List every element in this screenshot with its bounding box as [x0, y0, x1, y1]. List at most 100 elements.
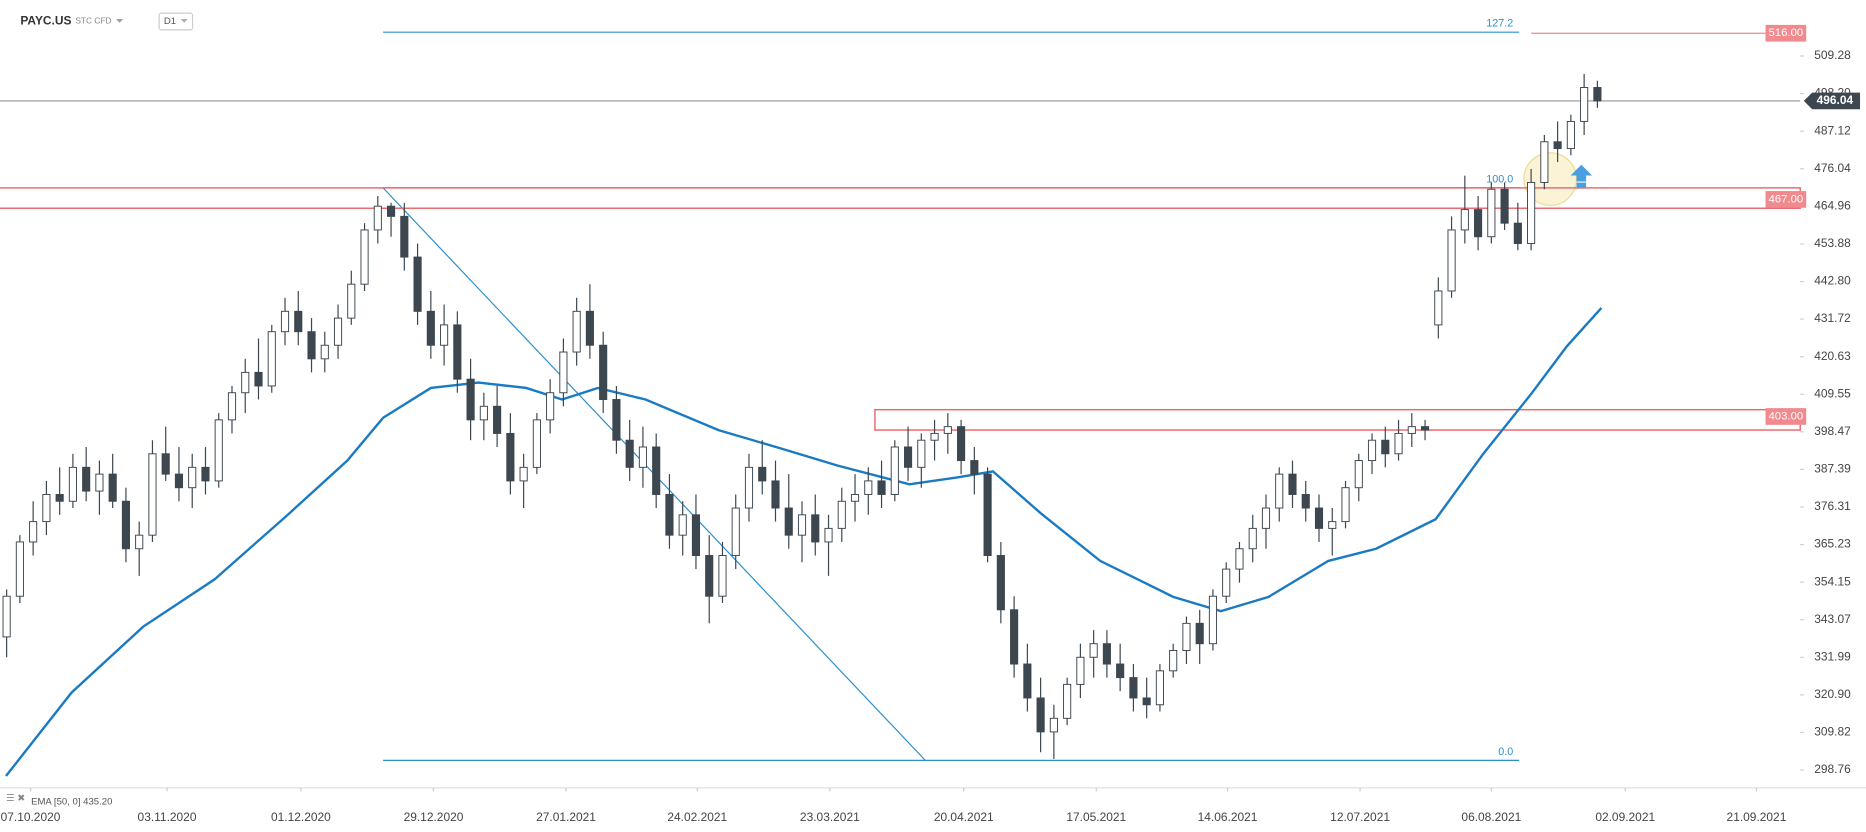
candle-body	[254, 371, 263, 387]
candle-body	[148, 453, 157, 536]
candle-body	[1328, 521, 1337, 529]
y-tick-label: 365.23	[1814, 537, 1851, 551]
candle-body	[55, 493, 64, 502]
candle-body	[850, 493, 860, 502]
candle-body	[1049, 717, 1058, 733]
symbol[interactable]: PAYC.US	[20, 14, 71, 28]
candle-body	[68, 466, 77, 502]
timeframe[interactable]: D1	[164, 16, 176, 27]
candle-body	[546, 392, 555, 421]
candle-body	[1580, 87, 1589, 122]
candle-body	[599, 344, 608, 400]
x-tick-label: 29.12.2020	[404, 810, 464, 824]
y-tick-label: 420.63	[1814, 349, 1851, 363]
dropdown-arrow[interactable]	[116, 19, 124, 23]
candle-body	[665, 493, 674, 536]
ema-line	[5, 307, 1603, 777]
up-arrow	[1570, 164, 1593, 189]
fib-label: 127.2	[1486, 18, 1513, 30]
x-tick-label: 07.10.2020	[1, 810, 61, 824]
candle-body	[1341, 487, 1350, 523]
dropdown-arrow[interactable]	[180, 19, 188, 23]
candle-body	[943, 426, 952, 434]
fib-label: 100.0	[1486, 173, 1513, 185]
x-tick-label: 02.09.2021	[1595, 810, 1655, 824]
candle-body	[201, 466, 210, 482]
level-label: 403.00	[1768, 410, 1803, 422]
candle-body	[744, 466, 754, 509]
candle-body	[15, 541, 24, 597]
candle-body	[479, 405, 488, 421]
candle-body	[1142, 697, 1151, 706]
candle-body	[1036, 697, 1045, 733]
candle-body	[1420, 426, 1430, 431]
y-tick-label: 387.39	[1814, 462, 1851, 476]
price-tag-label: 496.04	[1817, 93, 1854, 107]
y-tick-label: 431.72	[1814, 311, 1851, 325]
candle-body	[1023, 663, 1032, 699]
zone-box	[874, 408, 1801, 431]
candle-body	[1301, 493, 1310, 509]
candle-body	[1381, 439, 1390, 455]
candle-body	[227, 392, 237, 421]
y-tick-label: 354.15	[1814, 574, 1851, 588]
candle-body	[1248, 527, 1257, 550]
y-tick-label: 476.04	[1814, 161, 1851, 175]
candle-body	[1354, 460, 1363, 489]
x-tick-label: 17.05.2021	[1066, 810, 1126, 824]
y-tick-label: 409.55	[1814, 386, 1851, 400]
y-tick-label: 343.07	[1814, 612, 1851, 626]
candle-body	[532, 419, 541, 468]
candle-body	[400, 215, 409, 258]
candle-body	[1407, 426, 1416, 434]
candle-body	[294, 310, 303, 333]
candle-body	[347, 283, 356, 319]
x-tick-label: 06.08.2021	[1461, 810, 1521, 824]
candle-body	[957, 426, 966, 462]
candle-body	[42, 493, 51, 523]
candle-body	[1155, 670, 1164, 706]
level-tag	[1765, 408, 1807, 425]
indicator-icons[interactable]: ☰ ✖	[6, 793, 25, 804]
candle-body	[426, 310, 435, 346]
candle-body	[1460, 209, 1469, 231]
candle-body	[95, 473, 104, 492]
level-label: 467.00	[1768, 193, 1803, 205]
candle-body	[1434, 290, 1443, 326]
y-tick-label: 398.47	[1814, 424, 1851, 438]
instrument-type: STC CFD	[75, 16, 111, 26]
candle-body	[705, 555, 714, 597]
candle-body	[1208, 595, 1218, 645]
candle-body	[1474, 209, 1483, 238]
x-tick-label: 12.07.2021	[1330, 810, 1390, 824]
candle-body	[771, 480, 780, 509]
candle-body	[1487, 188, 1496, 238]
candle-body	[585, 310, 594, 346]
candle-body	[1314, 507, 1324, 529]
y-tick-label: 464.96	[1814, 199, 1851, 213]
x-tick-label: 23.03.2021	[800, 810, 860, 824]
candle-body	[108, 473, 117, 502]
y-tick-label: 442.80	[1814, 274, 1851, 288]
candle-body	[2, 595, 11, 638]
candle-body	[174, 473, 184, 489]
candle-body	[440, 324, 449, 346]
candle-body	[559, 351, 568, 394]
candle-body	[29, 521, 38, 543]
candle-body	[784, 507, 793, 536]
candle-body	[638, 446, 647, 468]
candle-body	[678, 514, 687, 536]
candle-body	[691, 514, 701, 556]
candle-body	[877, 480, 886, 495]
candle-body	[1169, 650, 1178, 672]
x-tick-label: 24.02.2021	[667, 810, 727, 824]
timeframe-box[interactable]	[158, 12, 194, 31]
level-label: 516.00	[1768, 27, 1803, 39]
candle-body	[1593, 87, 1602, 102]
candle-body	[1288, 473, 1297, 495]
price-axis-bg	[1800, 0, 1866, 832]
candle-body	[797, 514, 807, 536]
candle-body	[612, 399, 621, 441]
candle-body	[493, 405, 502, 434]
candle-body	[930, 432, 939, 441]
